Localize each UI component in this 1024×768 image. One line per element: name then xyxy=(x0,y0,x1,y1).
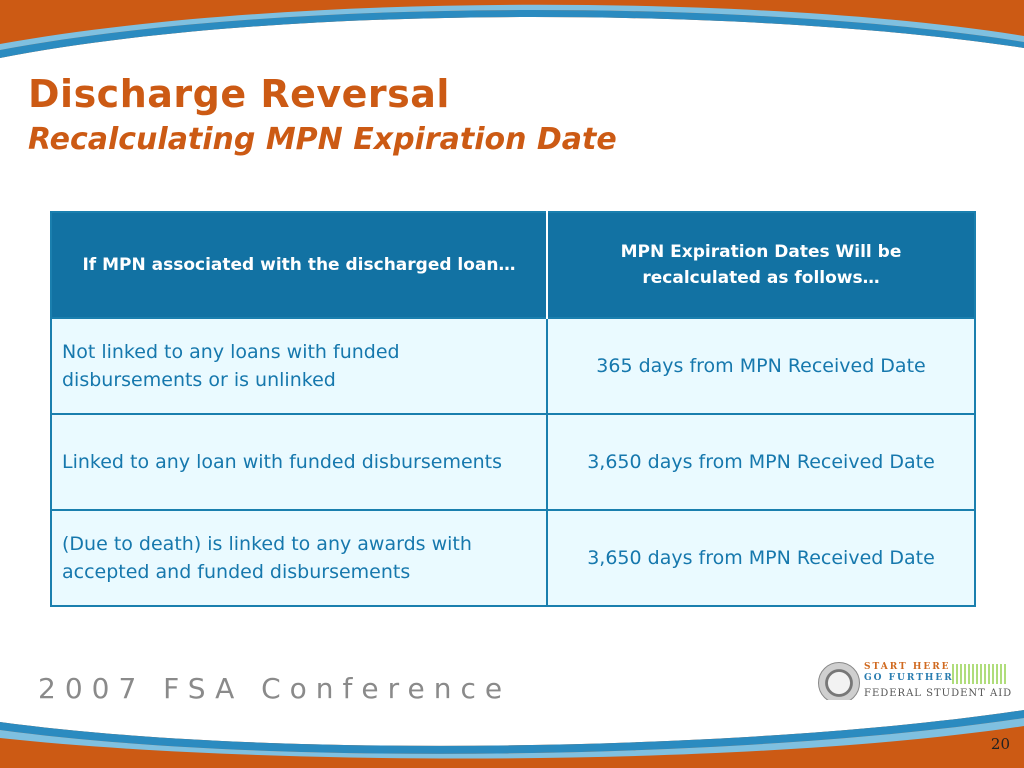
row-condition: Linked to any loan with funded disbursem… xyxy=(50,413,548,511)
table-row: (Due to death) is linked to any awards w… xyxy=(50,509,976,607)
table-row: Linked to any loan with funded disbursem… xyxy=(50,413,976,511)
logo-tagline-go: GO FURTHER xyxy=(864,673,954,683)
row-result: 3,650 days from MPN Received Date xyxy=(546,509,976,607)
row-condition: (Due to death) is linked to any awards w… xyxy=(50,509,548,607)
top-banner xyxy=(0,0,1024,70)
department-seal-icon xyxy=(818,662,860,704)
page-number: 20 xyxy=(990,735,1010,753)
row-result: 3,650 days from MPN Received Date xyxy=(546,413,976,511)
row-condition: Not linked to any loans with funded disb… xyxy=(50,317,548,415)
logo-dot-grid-icon xyxy=(952,664,1006,684)
row-result: 365 days from MPN Received Date xyxy=(546,317,976,415)
logo-agency-name: FEDERAL STUDENT AID xyxy=(864,688,1013,699)
slide-title: Discharge Reversal xyxy=(28,72,450,116)
table-row: Not linked to any loans with funded disb… xyxy=(50,317,976,415)
table-header-row: If MPN associated with the discharged lo… xyxy=(51,212,975,318)
slide-subtitle: Recalculating MPN Expiration Date xyxy=(28,122,617,157)
bottom-banner xyxy=(0,700,1024,768)
header-recalculation: MPN Expiration Dates Will be recalculate… xyxy=(547,212,975,318)
logo-tagline-start: START HERE xyxy=(864,662,951,672)
conference-name: 2007 FSA Conference xyxy=(38,672,512,705)
mpn-expiration-table: If MPN associated with the discharged lo… xyxy=(50,211,976,607)
header-condition: If MPN associated with the discharged lo… xyxy=(51,212,548,318)
federal-student-aid-logo: START HERE GO FURTHER FEDERAL STUDENT AI… xyxy=(818,660,1014,704)
